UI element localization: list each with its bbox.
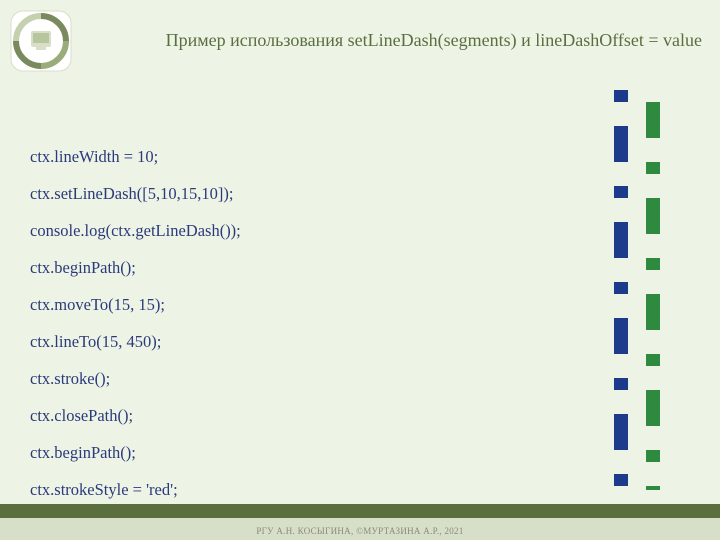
slide-title: Пример использования setLineDash(segment…	[98, 28, 702, 52]
slide: Пример использования setLineDash(segment…	[0, 0, 720, 540]
line-dash-demo	[602, 90, 692, 490]
footer-bar	[0, 504, 720, 518]
code-line: ctx.beginPath();	[30, 436, 450, 470]
logo-icon	[10, 10, 72, 72]
code-line: console.log(ctx.getLineDash());	[30, 214, 450, 248]
code-line: ctx.lineTo(15, 450);	[30, 325, 450, 359]
code-line: ctx.beginPath();	[30, 251, 450, 285]
code-line: ctx.moveTo(15, 15);	[30, 288, 450, 322]
code-line: ctx.setLineDash([5,10,15,10]);	[30, 177, 450, 211]
code-line: ctx.stroke();	[30, 362, 450, 396]
code-line: ctx.lineWidth = 10;	[30, 140, 450, 174]
code-block: ctx.lineWidth = 10; ctx.setLineDash([5,1…	[30, 140, 450, 510]
dash-line-green	[646, 90, 660, 490]
footer-text: РГУ А.Н. КОСЫГИНА, ©МУРТАЗИНА А.Р., 2021	[0, 526, 720, 536]
code-line: ctx.closePath();	[30, 399, 450, 433]
dash-line-blue	[614, 90, 628, 490]
code-line: ctx.strokeStyle = 'red';	[30, 473, 450, 507]
